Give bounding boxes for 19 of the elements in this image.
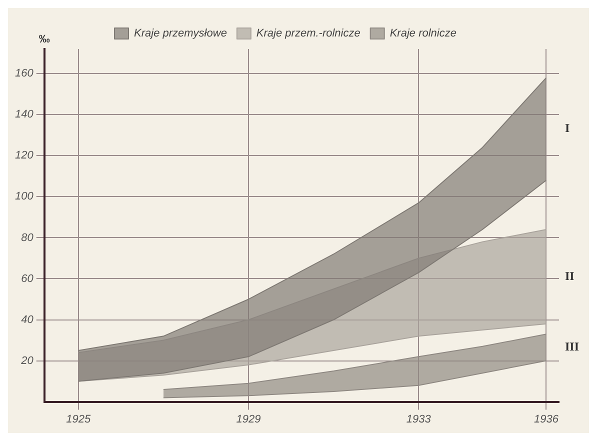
legend-label: Kraje rolnicze [390, 28, 456, 40]
legend-label: Kraje przemysłowe [134, 28, 227, 40]
y-tick-label: 40 [21, 314, 34, 326]
y-tick-label: 160 [14, 68, 34, 80]
x-tick-label: 1936 [534, 413, 560, 426]
x-tick-label: 1929 [236, 413, 261, 426]
y-tick-label: 100 [14, 190, 34, 203]
y-axis-title: ‰ [38, 34, 50, 46]
legend-label: Kraje przem.-rolnicze [256, 28, 360, 40]
x-tick-label: 1925 [66, 413, 92, 426]
text: II [565, 268, 575, 283]
y-tick-label: 140 [14, 108, 34, 121]
y-tick-label: 60 [21, 272, 34, 285]
text: I [565, 121, 570, 136]
text: III [565, 340, 580, 354]
y-tick-label: 20 [20, 354, 34, 367]
x-tick-label: 1933 [406, 413, 432, 426]
y-tick-label: 80 [21, 232, 34, 244]
y-tick-label: 120 [14, 150, 34, 162]
